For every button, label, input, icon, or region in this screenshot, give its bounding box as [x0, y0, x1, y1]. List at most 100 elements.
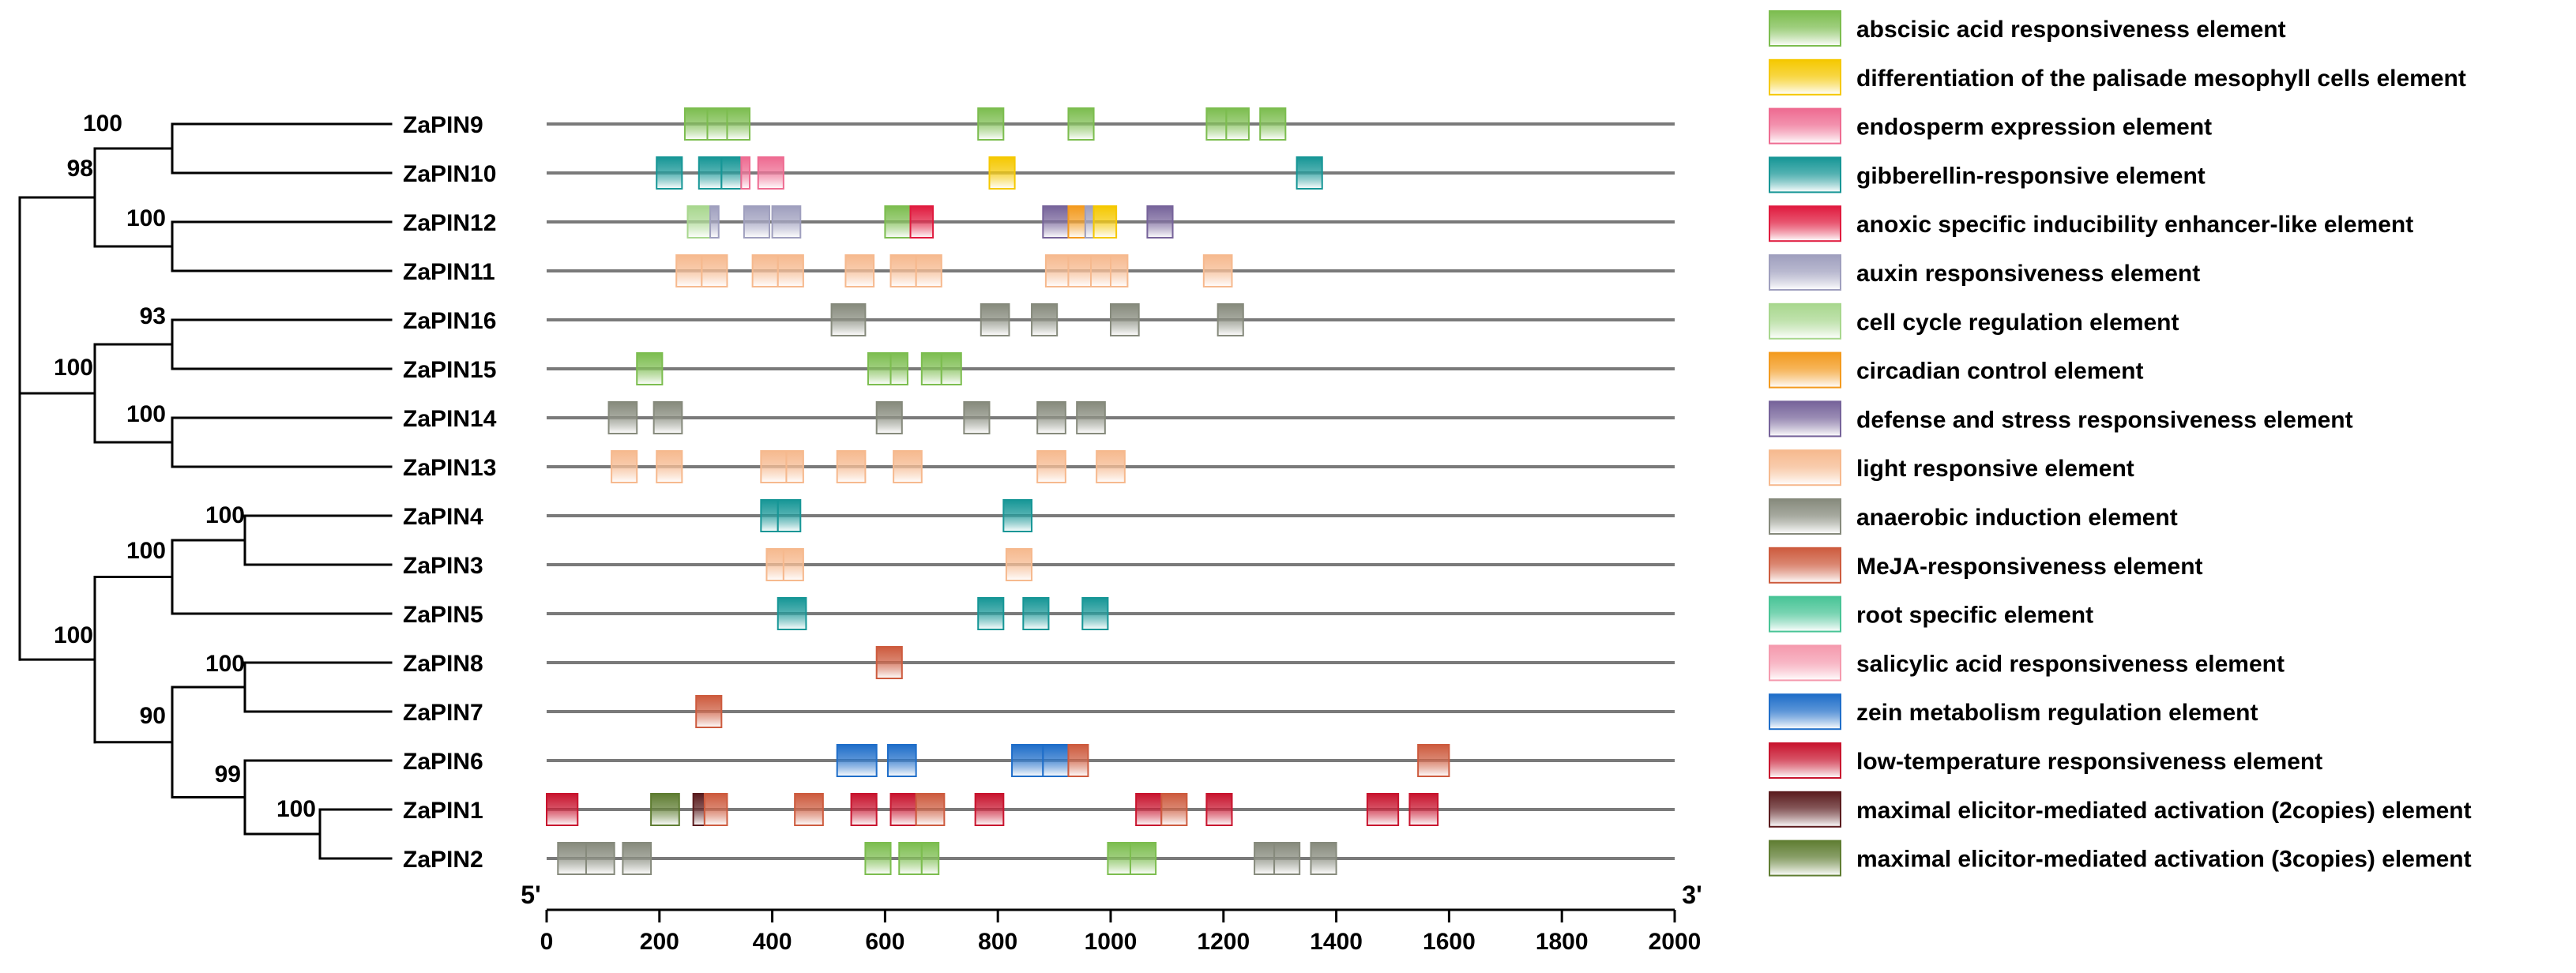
motif-meja [1067, 744, 1089, 777]
x-tick-label: 1400 [1310, 929, 1363, 955]
legend-label: auxin responsiveness element [1856, 261, 2200, 287]
motif-lowt [1135, 793, 1163, 826]
motif-anaer [1110, 303, 1140, 336]
legend-swatch [1769, 302, 1841, 340]
legend-label: zein metabolism regulation element [1856, 700, 2258, 726]
legend-label: circadian control element [1856, 359, 2143, 385]
motif-aba [920, 352, 942, 385]
x-tick-label: 600 [865, 929, 904, 955]
bootstrap-label: 100 [205, 651, 245, 677]
motif-anaer [963, 401, 991, 434]
motif-aba [1067, 107, 1095, 141]
motif-aba [1107, 842, 1131, 875]
motif-meja [695, 695, 723, 728]
motif-dpm [988, 156, 1016, 190]
motif-lowt [974, 793, 1005, 826]
motif-anaer [607, 401, 638, 434]
motif-aba [867, 352, 892, 385]
motif-lowt [1366, 793, 1400, 826]
motif-aba [977, 107, 1005, 141]
legend-label: abscisic acid responsiveness element [1856, 17, 2286, 43]
motif-aba [706, 107, 728, 141]
legend-swatch [1769, 351, 1841, 389]
bootstrap-label: 100 [126, 538, 166, 564]
legend-label: MeJA-responsiveness element [1856, 554, 2203, 580]
motif-zein [886, 744, 917, 777]
motif-anoxic [909, 205, 935, 239]
bootstrap-label: 100 [276, 796, 316, 822]
motif-zein [1042, 744, 1070, 777]
legend-label: anoxic specific inducibility enhancer-li… [1856, 212, 2413, 238]
motif-circ [1067, 205, 1086, 239]
axis-start-label: 5' [521, 881, 540, 909]
legend-label: gibberellin-responsive element [1856, 163, 2206, 189]
motif-light [675, 254, 703, 287]
motif-light [751, 254, 779, 287]
x-tick-label: 1600 [1423, 929, 1476, 955]
motif-ga [777, 597, 807, 630]
gene-label: ZaPIN3 [403, 553, 483, 579]
legend-label: defense and stress responsiveness elemen… [1856, 407, 2353, 433]
motif-anaer [1310, 842, 1337, 875]
motif-anaer [980, 303, 1010, 336]
legend-swatch [1769, 840, 1841, 877]
motif-ga [698, 156, 723, 190]
gene-label: ZaPIN12 [403, 210, 496, 236]
gene-label: ZaPIN6 [403, 749, 483, 775]
motif-lowt [1408, 793, 1439, 826]
motif-lowt [546, 793, 579, 826]
gene-label: ZaPIN4 [403, 504, 483, 530]
motif-aba [864, 842, 892, 875]
motif-lowt [1205, 793, 1233, 826]
legend-label: cell cycle regulation element [1856, 310, 2179, 336]
motif-aba [683, 107, 709, 141]
legend-label: differentiation of the palisade mesophyl… [1856, 66, 2466, 92]
motif-light [782, 548, 804, 581]
legend-swatch [1769, 107, 1841, 145]
bootstrap-label: 100 [205, 502, 245, 528]
motif-endo [740, 156, 751, 190]
legend-swatch [1769, 644, 1841, 682]
motif-aba [1259, 107, 1287, 141]
x-tick-label: 400 [753, 929, 792, 955]
motif-aba [940, 352, 962, 385]
motif-light [1005, 548, 1033, 581]
motif-aba [1225, 107, 1250, 141]
legend-swatch [1769, 791, 1841, 828]
gene-label: ZaPIN5 [403, 602, 483, 628]
legend-swatch [1769, 254, 1841, 291]
motif-anaer [622, 842, 652, 875]
x-tick-label: 1200 [1197, 929, 1250, 955]
motif-light [765, 548, 784, 581]
bootstrap-label: 100 [126, 401, 166, 427]
motif-aba [884, 205, 912, 239]
motif-ga [1022, 597, 1050, 630]
bootstrap-label: 90 [140, 703, 166, 729]
motif-light [785, 450, 804, 483]
legend-swatch [1769, 10, 1841, 47]
motif-light [893, 450, 923, 483]
legend-label: root specific element [1856, 603, 2093, 629]
legend-label: anaerobic induction element [1856, 505, 2178, 531]
gene-label: ZaPIN1 [403, 798, 483, 824]
motif-light [1202, 254, 1233, 287]
motif-aba [898, 842, 923, 875]
motif-meja [915, 793, 946, 826]
legend-swatch [1769, 400, 1841, 438]
x-tick-label: 0 [540, 929, 554, 955]
motif-aba [726, 107, 751, 141]
gene-label: ZaPIN14 [403, 406, 497, 432]
motif-aba [1129, 842, 1157, 875]
motif-anaer [1031, 303, 1059, 336]
motif-anaer [875, 401, 903, 434]
motif-anaer [1036, 401, 1066, 434]
bootstrap-label: 100 [126, 205, 166, 231]
bootstrap-values: 100 98 100 93 100 100 100 100 100 100 90 99 100 [54, 111, 316, 822]
bootstrap-label: 100 [54, 355, 93, 381]
legend-label: light responsive element [1856, 456, 2134, 482]
motif-ga [1296, 156, 1323, 190]
motif-boxes [546, 107, 1450, 875]
x-tick-label: 2000 [1649, 929, 1702, 955]
legend-swatch [1769, 693, 1841, 731]
motif-anaer [1254, 842, 1276, 875]
